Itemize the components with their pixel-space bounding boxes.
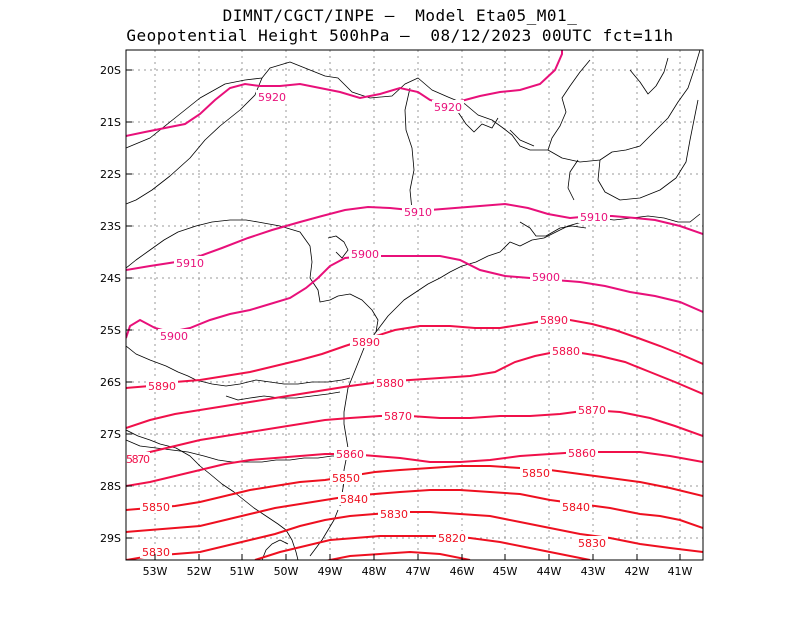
- height-contours: [126, 50, 703, 560]
- chart-title-line1: DIMNT/CGCT/INPE – Model Eta05_M01_: [222, 6, 578, 25]
- contour-label: 5840: [340, 493, 368, 506]
- lon-label: 49W: [318, 565, 343, 578]
- contour-5890: [126, 319, 703, 389]
- contour-label: 5820: [438, 532, 466, 545]
- lat-label: 20S: [100, 64, 121, 77]
- contour-label: 5880: [376, 377, 404, 390]
- contour-5840: [126, 489, 703, 533]
- coastline-borders: [126, 50, 701, 560]
- contour-5810: [324, 550, 471, 560]
- label-5920-b: 5920: [432, 100, 464, 114]
- contour-label: 5910: [176, 257, 204, 270]
- contour-label: 5830: [380, 508, 408, 521]
- lon-label: 48W: [362, 565, 387, 578]
- lon-label: 53W: [143, 565, 168, 578]
- lat-label: 28S: [100, 480, 121, 493]
- contour-label: 5830: [142, 546, 170, 559]
- lon-label: 47W: [406, 565, 431, 578]
- contour-label: 5860: [336, 448, 364, 461]
- grid: [126, 50, 703, 560]
- contour-label: 5870: [578, 404, 606, 417]
- contour-label: 5880: [552, 345, 580, 358]
- lat-label: 25S: [100, 324, 121, 337]
- contour-5880: [126, 351, 703, 429]
- lon-labels: 53W 52W 51W 50W 49W 48W 47W 46W 45W 44W …: [143, 565, 693, 578]
- lon-label: 43W: [581, 565, 606, 578]
- contour-label: 5890: [352, 336, 380, 349]
- lat-label: 24S: [100, 272, 121, 285]
- lat-label: 23S: [100, 220, 121, 233]
- lat-label: 29S: [100, 532, 121, 545]
- lat-label: 21S: [100, 116, 121, 129]
- contour-label: 5920: [434, 101, 462, 114]
- contour-label: 5890: [540, 314, 568, 327]
- contour-label: 5920: [258, 91, 286, 104]
- contour-label: 5890: [148, 380, 176, 393]
- contour-label: 5870: [384, 410, 412, 423]
- contour-label: 5910: [580, 211, 608, 224]
- contour-label: 5840: [562, 501, 590, 514]
- contour-5920: [126, 50, 563, 137]
- contour-label: 5910: [404, 206, 432, 219]
- contour-label: 5900: [160, 330, 188, 343]
- lon-label: 41W: [668, 565, 693, 578]
- contour-label: 5850: [522, 467, 550, 480]
- label-5920-a: 5920: [256, 90, 288, 104]
- contour-5820: [254, 535, 591, 560]
- contour-label: 5870: [126, 453, 150, 466]
- lon-label: 52W: [187, 565, 212, 578]
- lat-label: 27S: [100, 428, 121, 441]
- contour-5850: [126, 465, 703, 511]
- contour-label: 5860: [568, 447, 596, 460]
- lon-label: 44W: [537, 565, 562, 578]
- tick-marks: [126, 69, 681, 560]
- lat-labels: 20S 21S 22S 23S 24S 25S 26S 27S 28S 29S: [100, 64, 121, 545]
- contour-label: 5900: [532, 271, 560, 284]
- lon-label: 45W: [493, 565, 518, 578]
- lat-label: 26S: [100, 376, 121, 389]
- lon-label: 46W: [450, 565, 475, 578]
- contour-5900: [126, 255, 703, 339]
- lon-label: 50W: [274, 565, 299, 578]
- contour-label: 5850: [332, 472, 360, 485]
- plot-frame: [125, 49, 704, 561]
- contour-label: 5850: [142, 501, 170, 514]
- chart-title-line2: Geopotential Height 500hPa – 08/12/2023 …: [126, 26, 674, 45]
- lat-label: 22S: [100, 168, 121, 181]
- contour-label: 5900: [351, 248, 379, 261]
- lon-label: 42W: [625, 565, 650, 578]
- contour-label: 5830: [578, 537, 606, 550]
- contour-labels: 5920 5920 5910 5910 5910 5900 5900 5900 …: [126, 90, 610, 559]
- lon-label: 51W: [230, 565, 255, 578]
